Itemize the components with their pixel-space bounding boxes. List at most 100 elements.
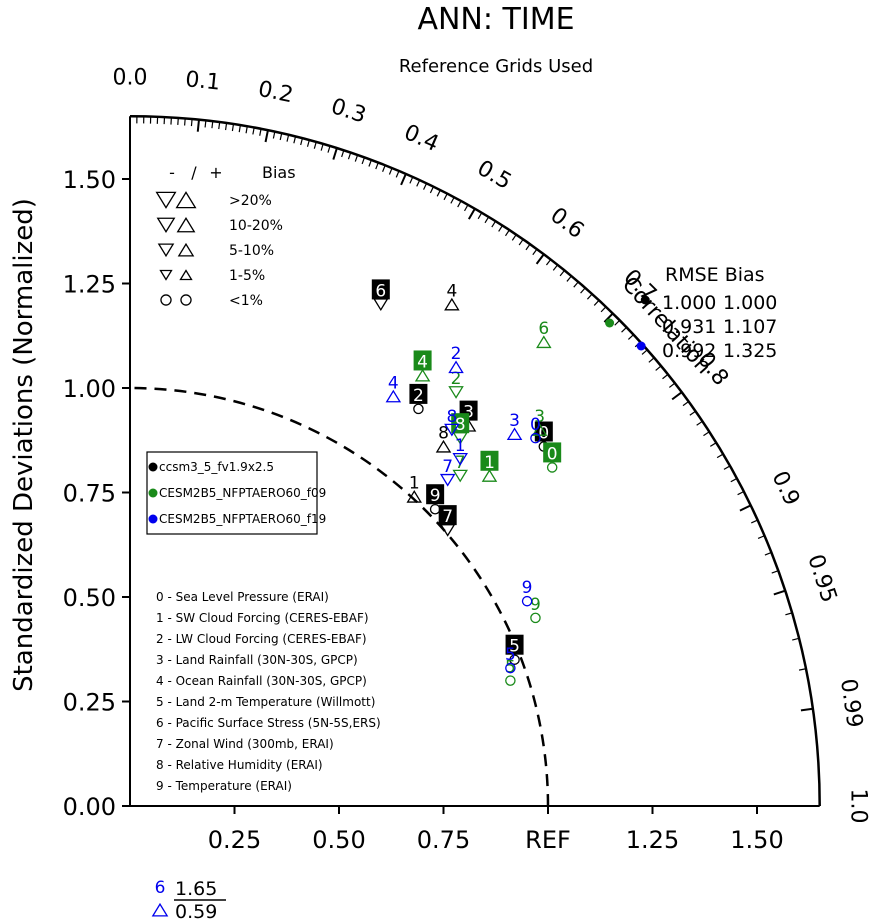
corr-tick-mark [751, 519, 758, 524]
case-legend-label: CESM2B5_NFPTAERO60_f19 [159, 512, 326, 526]
variable-legend-item: 0 - Sea Level Pressure (ERAI) [156, 590, 329, 604]
corr-tick-label: 0.0 [113, 65, 148, 90]
corr-tick-mark [682, 401, 690, 407]
data-point-label: 0 [547, 444, 558, 464]
corr-tick-mark [709, 442, 717, 447]
chart-title: ANN: TIME [417, 2, 574, 37]
bias-legend-header: + [209, 163, 222, 182]
corr-tick-mark [477, 212, 483, 220]
y-axis-label: Standardized Deviations (Normalized) [9, 198, 39, 692]
data-point-marker [385, 389, 402, 403]
corr-tick-mark [313, 141, 317, 149]
plot-frame [129, 115, 821, 807]
data-point-marker [505, 662, 516, 674]
corr-tick-mark [703, 431, 710, 437]
data-point-label-box [543, 442, 562, 463]
corr-tick-mark [773, 589, 786, 596]
bias-legend-label: <1% [229, 293, 263, 309]
bias-legend-marker [159, 269, 173, 281]
corr-tick-mark [504, 229, 510, 237]
corr-tick-mark [586, 293, 593, 300]
rmse-bias-header: RMSE Bias [665, 264, 765, 286]
offscale-annotation: 6 1.650.59 [151, 878, 226, 922]
corr-tick-mark [800, 707, 813, 712]
data-point-label-box [409, 383, 428, 404]
corr-tick-mark [332, 147, 338, 160]
data-point-label: 7 [442, 457, 453, 477]
data-point-marker [509, 654, 520, 665]
data-point-marker [444, 297, 460, 311]
corr-tick-mark [204, 120, 207, 128]
data-point-label: 7 [455, 453, 466, 473]
case-legend-dot [148, 488, 158, 498]
corr-tick-mark [327, 145, 331, 153]
corr-tick-mark [627, 334, 634, 340]
corr-tick-mark [368, 159, 372, 167]
data-point-label-box [480, 450, 499, 471]
data-point-label: 4 [446, 281, 457, 301]
variable-legend-item: 4 - Ocean Rainfall (30N-30S, GPCP) [156, 674, 367, 688]
corr-tick-mark [798, 668, 807, 671]
corr-tick-mark [655, 365, 662, 371]
data-point-label: 4 [388, 373, 399, 393]
corr-tick-mark [532, 248, 538, 256]
x-tick-label: 0.50 [312, 826, 365, 854]
corr-tick-mark [545, 259, 552, 266]
bias-legend-marker [156, 217, 176, 233]
corr-tick-mark [511, 234, 517, 241]
data-point-label-box [426, 484, 445, 505]
data-point-marker [435, 439, 452, 453]
corr-tick-mark [792, 637, 800, 641]
corr-tick-mark [723, 465, 731, 470]
corr-tick-mark [341, 150, 345, 158]
data-point-marker [414, 368, 431, 382]
corr-tick-mark [300, 138, 304, 146]
rmse-value: 0.931 [662, 316, 716, 338]
data-point-marker [439, 473, 456, 487]
corr-tick-mark [211, 121, 214, 129]
corr-tick-mark [264, 130, 269, 143]
corr-tick-mark [190, 119, 193, 127]
bias-legend-header: - [169, 163, 175, 182]
offscale-value-1: 1.65 [175, 878, 217, 900]
bias-legend-label: 1-5% [229, 268, 265, 284]
data-point-label: 3 [509, 411, 520, 431]
variable-legend-item: 8 - Relative Humidity (ERAI) [156, 758, 323, 772]
corr-tick-mark [293, 136, 297, 144]
data-point-label: 7 [442, 507, 453, 527]
bias-legend-marker [176, 217, 196, 233]
data-point-marker [546, 462, 558, 473]
data-point-label: 2 [451, 344, 462, 364]
bias-legend-marker [157, 243, 175, 258]
x-tick-label: 0.75 [417, 826, 470, 854]
corr-tick-label: 0.99 [835, 677, 867, 729]
data-point-label: 2 [413, 386, 424, 406]
corr-tick-mark [279, 133, 283, 141]
corr-tick-mark [400, 173, 407, 186]
corr-tick-label: 0.3 [328, 94, 369, 128]
chart-subtitle: Reference Grids Used [399, 56, 593, 77]
data-point-label: 2 [451, 369, 462, 389]
corr-tick-mark [641, 349, 648, 355]
reference-arc [129, 386, 550, 807]
bias-legend-label: >20% [229, 193, 272, 209]
offscale-marker [151, 902, 169, 917]
data-point-label: 6 [538, 319, 549, 339]
corr-tick-mark [196, 119, 200, 132]
corr-tick-mark [764, 551, 772, 556]
corr-tick-mark [224, 123, 228, 131]
corr-tick-mark [484, 216, 490, 224]
data-point-marker [444, 423, 460, 437]
corr-tick-mark [467, 208, 476, 220]
corr-tick-mark [737, 490, 745, 496]
corr-tick-mark [593, 299, 600, 306]
data-point-label: 1 [409, 474, 420, 494]
y-tick-label: 1.25 [63, 271, 116, 299]
corr-tick-mark [535, 253, 545, 265]
corr-tick-mark [689, 410, 696, 416]
corr-tick-mark [395, 170, 400, 178]
variable-legend: 0 - Sea Level Pressure (ERAI) 1 - SW Clou… [156, 590, 381, 793]
variable-legend-item: 2 - LW Cloud Forcing (CERES-EBAF) [156, 632, 367, 646]
corr-tick-mark [566, 275, 572, 282]
